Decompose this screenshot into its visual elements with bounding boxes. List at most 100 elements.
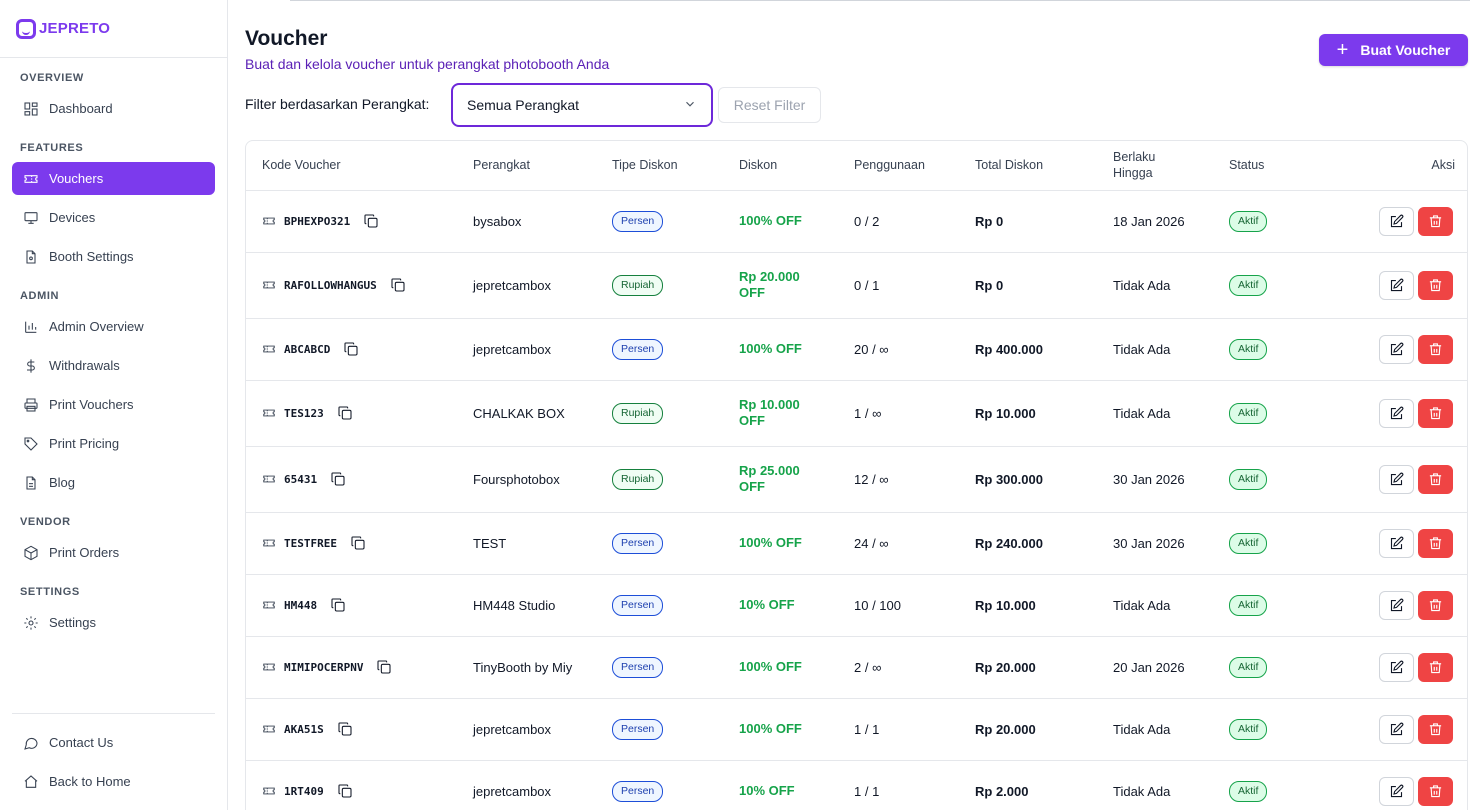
- usage-cell: 1 / ∞: [838, 380, 959, 447]
- create-voucher-button[interactable]: + Buat Voucher: [1319, 34, 1468, 66]
- copy-icon[interactable]: [329, 470, 347, 488]
- discount-value: 100% OFF: [739, 721, 802, 736]
- edit-button[interactable]: [1379, 270, 1414, 300]
- delete-button[interactable]: [1418, 270, 1453, 300]
- copy-icon[interactable]: [375, 658, 393, 676]
- edit-button[interactable]: [1379, 776, 1414, 806]
- discount-type-cell: Persen: [596, 318, 723, 381]
- brand-logo[interactable]: JEPRETO: [0, 0, 227, 58]
- sidebar-item-print-pricing[interactable]: Print Pricing: [12, 427, 215, 460]
- edit-button[interactable]: [1379, 206, 1414, 236]
- page-title: Voucher: [245, 27, 328, 50]
- delete-button[interactable]: [1418, 528, 1453, 558]
- discount-cell: 100% OFF: [723, 698, 838, 761]
- delete-button[interactable]: [1418, 776, 1453, 806]
- copy-icon[interactable]: [342, 340, 360, 358]
- sidebar-item-vouchers[interactable]: Vouchers: [12, 162, 215, 195]
- sidebar-item-dashboard[interactable]: Dashboard: [12, 92, 215, 125]
- copy-icon[interactable]: [336, 404, 354, 422]
- column-header: Aksi: [1330, 141, 1467, 191]
- device-cell: jepretcambox: [457, 252, 596, 319]
- delete-button[interactable]: [1418, 398, 1453, 428]
- column-header: Berlaku Hingga: [1097, 141, 1213, 191]
- device-cell: TinyBooth by Miy: [457, 636, 596, 699]
- sidebar-item-contact-us[interactable]: Contact Us: [12, 726, 215, 759]
- sidebar-item-devices[interactable]: Devices: [12, 201, 215, 234]
- sidebar-item-print-orders[interactable]: Print Orders: [12, 536, 215, 569]
- trash-icon: [1428, 536, 1443, 551]
- edit-button[interactable]: [1379, 398, 1414, 428]
- discount-type-cell: Persen: [596, 698, 723, 761]
- discount-value: 100% OFF: [739, 659, 802, 674]
- voucher-table: Kode Voucher Perangkat Tipe Diskon Disko…: [245, 140, 1468, 810]
- edit-icon: [1389, 472, 1404, 487]
- sidebar-item-withdrawals[interactable]: Withdrawals: [12, 349, 215, 382]
- copy-icon[interactable]: [329, 596, 347, 614]
- copy-icon[interactable]: [336, 720, 354, 738]
- status-badge: Aktif: [1229, 210, 1268, 232]
- file-settings-icon: [22, 248, 40, 266]
- brand-name: JEPRETO: [39, 20, 111, 37]
- voucher-code-cell: BPHEXPO321: [246, 190, 457, 253]
- sidebar-item-label: Print Orders: [49, 545, 120, 560]
- status-cell: Aktif: [1213, 446, 1330, 513]
- valid-until-cell: Tidak Ada: [1097, 318, 1213, 381]
- sidebar-item-back-to-home[interactable]: Back to Home: [12, 765, 215, 798]
- discount-cell: 100% OFF: [723, 636, 838, 699]
- discount-value: 10% OFF: [739, 597, 795, 612]
- ticket-icon: [262, 214, 276, 228]
- edit-button[interactable]: [1379, 714, 1414, 744]
- discount-cell: 100% OFF: [723, 512, 838, 575]
- device-filter-select[interactable]: Semua Perangkat: [451, 83, 713, 127]
- delete-button[interactable]: [1418, 206, 1453, 236]
- trash-icon: [1428, 406, 1443, 421]
- edit-button[interactable]: [1379, 334, 1414, 364]
- discount-type-badge: Persen: [612, 532, 664, 554]
- copy-icon[interactable]: [349, 534, 367, 552]
- column-header: Penggunaan: [838, 141, 959, 191]
- page-subtitle: Buat dan kelola voucher untuk perangkat …: [245, 56, 610, 72]
- delete-button[interactable]: [1418, 464, 1453, 494]
- copy-icon[interactable]: [389, 276, 407, 294]
- status-cell: Aktif: [1213, 380, 1330, 447]
- valid-until-cell: Tidak Ada: [1097, 574, 1213, 637]
- trash-icon: [1428, 342, 1443, 357]
- discount-value: 10% OFF: [739, 783, 795, 798]
- column-header: Tipe Diskon: [596, 141, 723, 191]
- delete-button[interactable]: [1418, 714, 1453, 744]
- edit-button[interactable]: [1379, 652, 1414, 682]
- reset-filter-button[interactable]: Reset Filter: [718, 87, 821, 123]
- discount-cell: 100% OFF: [723, 318, 838, 381]
- status-cell: Aktif: [1213, 252, 1330, 319]
- sidebar-item-admin-overview[interactable]: Admin Overview: [12, 310, 215, 343]
- delete-button[interactable]: [1418, 590, 1453, 620]
- discount-type-cell: Rupiah: [596, 380, 723, 447]
- sidebar-item-print-vouchers[interactable]: Print Vouchers: [12, 388, 215, 421]
- usage-cell: 1 / 1: [838, 698, 959, 761]
- status-badge: Aktif: [1229, 656, 1268, 678]
- copy-icon[interactable]: [362, 212, 380, 230]
- valid-until-cell: Tidak Ada: [1097, 760, 1213, 810]
- voucher-code-cell: AKA51S: [246, 698, 457, 761]
- delete-button[interactable]: [1418, 652, 1453, 682]
- ticket-icon: [262, 278, 276, 292]
- sidebar-item-settings[interactable]: Settings: [12, 606, 215, 639]
- voucher-code-cell: 1RT409: [246, 760, 457, 810]
- total-discount-cell: Rp 300.000: [959, 446, 1097, 513]
- sidebar-item-booth-settings[interactable]: Booth Settings: [12, 240, 215, 273]
- copy-icon[interactable]: [336, 782, 354, 800]
- sidebar-item-blog[interactable]: Blog: [12, 466, 215, 499]
- table-row: RAFOLLOWHANGUS jepretcambox Rupiah Rp 20.00…: [246, 252, 1467, 319]
- total-discount-cell: Rp 2.000: [959, 760, 1097, 810]
- status-cell: Aktif: [1213, 318, 1330, 381]
- edit-button[interactable]: [1379, 464, 1414, 494]
- edit-button[interactable]: [1379, 590, 1414, 620]
- ticket-icon: [262, 722, 276, 736]
- voucher-code-cell: TES123: [246, 380, 457, 447]
- edit-button[interactable]: [1379, 528, 1414, 558]
- total-discount-cell: Rp 0: [959, 190, 1097, 253]
- actions-cell: [1330, 252, 1467, 319]
- actions-cell: [1330, 636, 1467, 699]
- logo-icon: [16, 18, 36, 39]
- delete-button[interactable]: [1418, 334, 1453, 364]
